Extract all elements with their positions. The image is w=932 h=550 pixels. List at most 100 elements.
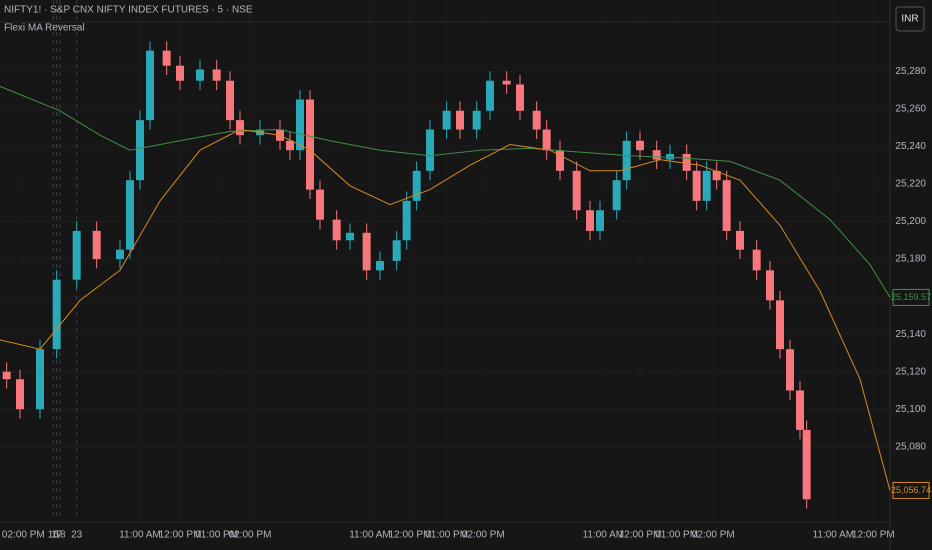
y-tick-label: 25,100 [895, 404, 926, 415]
currency-label[interactable]: INR [901, 14, 918, 25]
x-tick-label: 02:00 PM [229, 530, 272, 541]
candle-body [752, 249, 761, 271]
candle-body [306, 99, 314, 190]
candle-body [426, 129, 434, 171]
candle-body [162, 50, 171, 66]
moving-average-line [0, 85, 891, 298]
candle-body [712, 170, 721, 181]
candle-body [146, 50, 154, 121]
candle-body [702, 170, 711, 201]
candle-body [612, 180, 621, 211]
candle-body [722, 180, 731, 231]
y-tick-label: 25,180 [895, 254, 926, 265]
candle-body [776, 300, 784, 350]
y-tick-label: 25,260 [895, 104, 926, 115]
plot-area [0, 0, 891, 520]
candle-body [92, 230, 101, 260]
candle-body [542, 129, 551, 151]
candle-body [116, 249, 124, 260]
candle-body [2, 371, 11, 380]
y-tick-label: 25,220 [895, 179, 926, 190]
y-tick-label: 25,080 [895, 441, 926, 452]
candle-body [766, 270, 774, 301]
x-tick-label: 23 [71, 530, 83, 541]
candle-body [502, 80, 511, 85]
price-label-box [892, 481, 930, 499]
candle-body [126, 180, 134, 250]
candle-body [16, 379, 24, 410]
y-tick-label: 25,240 [895, 141, 926, 152]
candle-body [52, 279, 61, 350]
x-tick-label: 12:00 PM [389, 530, 432, 541]
candle-body [666, 153, 674, 160]
candle-body [412, 170, 421, 201]
candle-body [136, 120, 144, 181]
candle-body [586, 210, 594, 231]
candle-body [346, 232, 354, 241]
x-tick-label: 11:00 AM [349, 530, 391, 541]
candle-body [596, 210, 604, 231]
x-tick-label: 01:00 PM [425, 530, 468, 541]
chart-title: NIFTY1! · S&P CNX NIFTY INDEX FUTURES · … [4, 5, 253, 16]
candle-body [296, 99, 304, 151]
y-tick-label: 25,200 [895, 216, 926, 227]
candle-body [532, 110, 541, 130]
price-label: 25,056.74 [891, 485, 931, 495]
indicator-name: Flexi MA Reversal [4, 23, 85, 34]
x-tick-label: 12:00 PM [619, 530, 662, 541]
candle-body [226, 80, 234, 121]
candle-body [682, 153, 691, 171]
x-tick-label: 02:00 PM [2, 530, 45, 541]
x-tick-label: 11:00 AM [119, 530, 161, 541]
candle-body [636, 140, 644, 151]
price-label-box [892, 288, 930, 306]
candle-body [556, 150, 564, 171]
y-tick-label: 25,120 [895, 366, 926, 377]
candle-body [286, 140, 294, 151]
candle-body [622, 140, 631, 181]
candle-body [196, 69, 204, 81]
price-label: 25,159.57 [891, 292, 931, 302]
candle-body [736, 230, 744, 250]
candle-body [692, 170, 701, 201]
candle-body [796, 390, 804, 430]
candle-body [516, 84, 524, 111]
x-tick-label: 02:00 PM [462, 530, 505, 541]
candle-body [376, 260, 384, 271]
candle-body [332, 219, 341, 241]
candle-body [212, 69, 221, 81]
x-tick-label: 12:00 PM [852, 530, 895, 541]
x-tick-label: 16 [48, 530, 60, 541]
x-tick-label: 11:00 AM [813, 530, 855, 541]
candle-body [472, 110, 481, 130]
y-tick-label: 25,280 [895, 66, 926, 77]
x-tick-label: 02:00 PM [692, 530, 735, 541]
x-tick-label: 11:00 AM [583, 530, 625, 541]
candle-body [786, 349, 794, 391]
candle-body [316, 189, 324, 220]
candle-body [572, 170, 581, 211]
candle-body [176, 65, 184, 81]
candle-body [456, 110, 464, 130]
candle-body [36, 349, 44, 410]
x-tick-label: 18 [54, 530, 66, 541]
candle-body [362, 232, 371, 271]
x-tick-label: 17 [51, 530, 63, 541]
candle-body [236, 120, 244, 136]
candle-body [72, 230, 81, 280]
x-tick-label: 12:00 PM [159, 530, 202, 541]
x-tick-label: 01:00 PM [655, 530, 698, 541]
candle-body [652, 150, 661, 160]
currency-box[interactable] [895, 6, 925, 32]
y-tick-label: 25,140 [895, 329, 926, 340]
moving-average-line [0, 128, 891, 491]
candle-body [442, 110, 451, 130]
candle-body [802, 429, 811, 500]
candle-body [392, 240, 401, 261]
candle-body [402, 200, 411, 241]
candle-body [486, 80, 494, 111]
x-tick-label: 01:00 PM [195, 530, 238, 541]
